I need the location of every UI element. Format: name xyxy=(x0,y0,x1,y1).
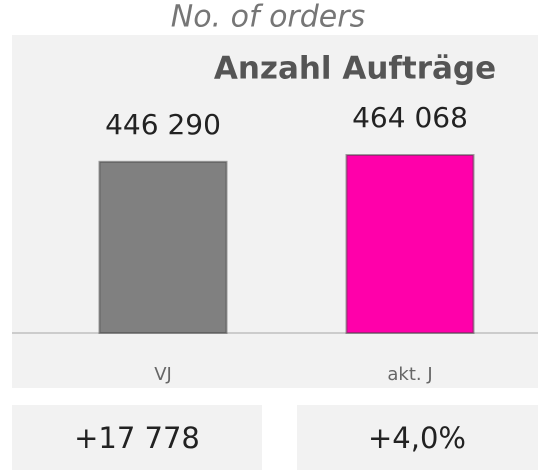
bar xyxy=(345,154,475,334)
x-tick-label: VJ xyxy=(154,364,172,385)
x-tick-label: akt. J xyxy=(387,364,432,385)
chart-title: Anzahl Aufträge xyxy=(214,51,496,87)
annotation-box xyxy=(12,405,262,470)
chart-subtitle: No. of orders xyxy=(171,0,365,35)
bar xyxy=(98,160,228,334)
annotation-box xyxy=(297,405,538,470)
annotation: +4,0% xyxy=(368,421,466,455)
value-label: 464 068 xyxy=(352,101,468,134)
value-label: 446 290 xyxy=(105,108,221,141)
annotation: +17 778 xyxy=(74,421,200,455)
